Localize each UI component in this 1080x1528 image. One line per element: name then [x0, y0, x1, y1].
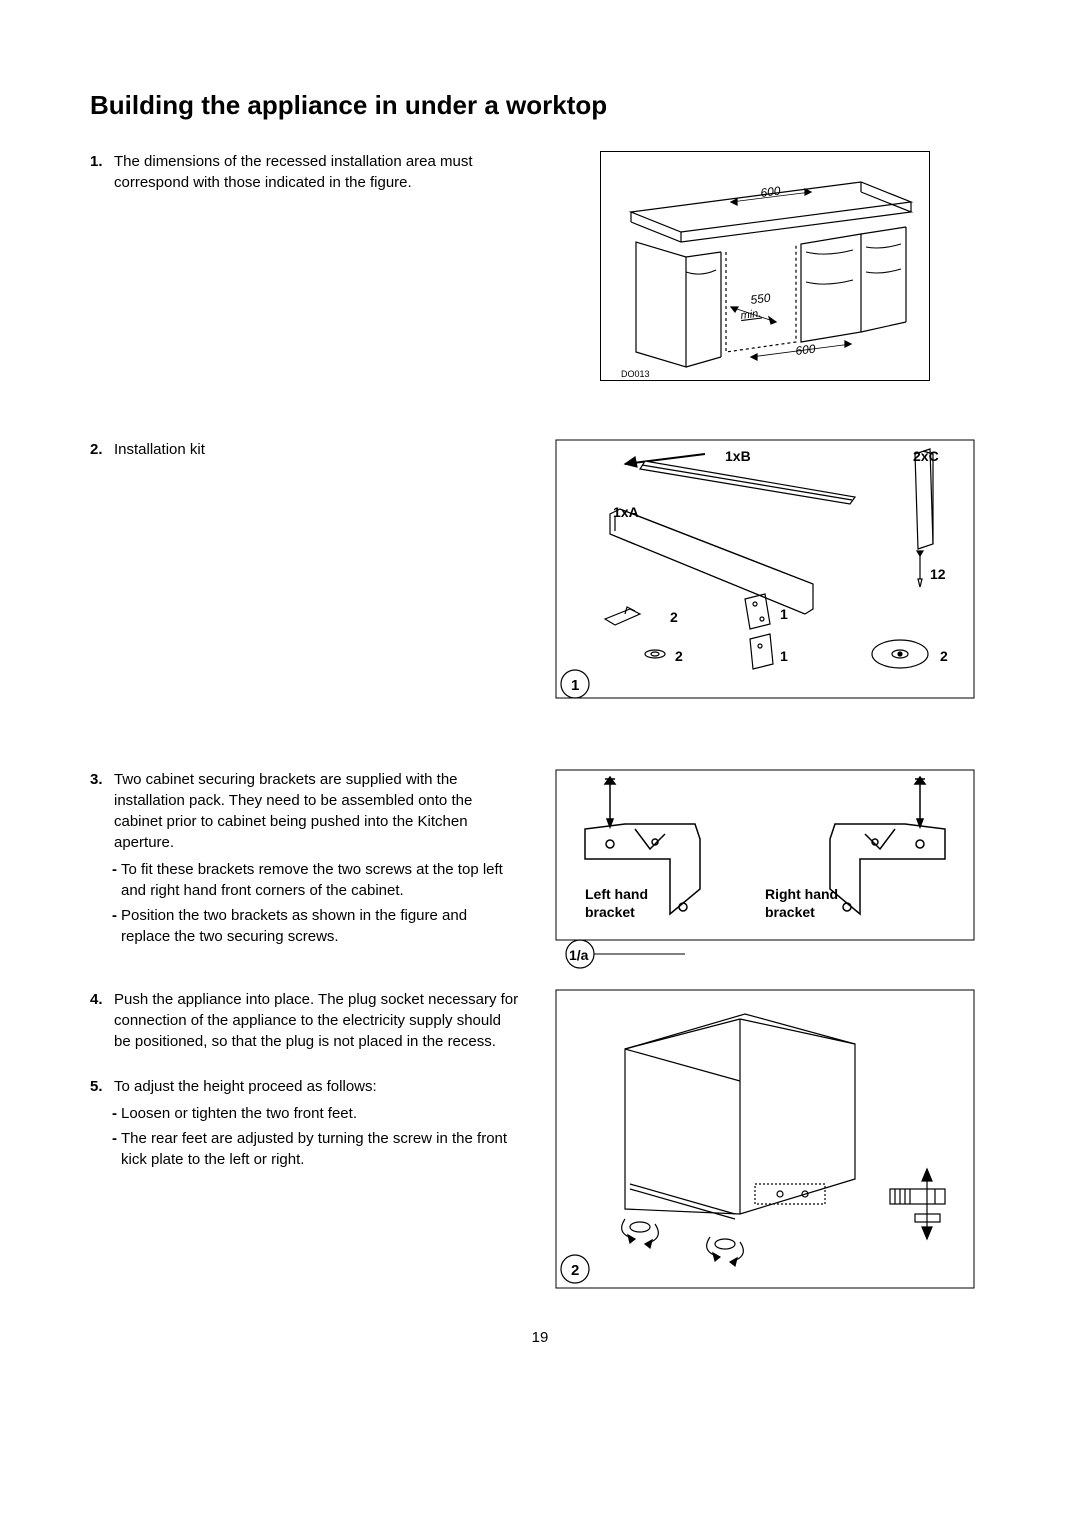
fig3-left1: Left hand	[585, 886, 648, 902]
step-5-sub-1-text: Loosen or tighten the two front feet.	[121, 1103, 357, 1124]
fig2-circle: 1	[571, 677, 579, 694]
figure-1: 600 550 min. 600 DO013	[600, 151, 930, 381]
step-5-text: To adjust the height proceed as follows:	[114, 1076, 520, 1097]
step-1-row: 1. The dimensions of the recessed instal…	[90, 151, 990, 419]
fig4-circle: 2	[571, 1262, 579, 1279]
fig1-dim-depth: 550	[750, 291, 772, 307]
fig2-n2c: 2	[940, 648, 948, 664]
step-4-5-row: 4. Push the appliance into place. The pl…	[90, 989, 990, 1289]
step-3-sub-1: - To fit these brackets remove the two s…	[112, 859, 520, 901]
step-3-text: Two cabinet securing brackets are suppli…	[114, 769, 520, 853]
step-3-sub-2-text: Position the two brackets as shown in th…	[121, 905, 520, 947]
figure-3: Left hand bracket Right hand bracket 1/a	[555, 769, 975, 969]
step-1: 1. The dimensions of the recessed instal…	[90, 151, 520, 193]
fig1-dim-min: min.	[740, 308, 762, 322]
sub-bullet: -	[112, 859, 117, 901]
step-3-row: 3. Two cabinet securing brackets are sup…	[90, 769, 990, 969]
step-5-sub-2: - The rear feet are adjusted by turning …	[112, 1128, 520, 1170]
step-3-num: 3.	[90, 769, 108, 853]
step-3: 3. Two cabinet securing brackets are sup…	[90, 769, 520, 853]
fig2-n1a: 1	[780, 606, 788, 622]
fig3-circle: 1/a	[569, 947, 589, 963]
fig1-code: DO013	[621, 369, 650, 379]
step-3-sub-2: - Position the two brackets as shown in …	[112, 905, 520, 947]
step-2: 2. Installation kit	[90, 439, 520, 460]
step-2-text: Installation kit	[114, 439, 520, 460]
step-2-num: 2.	[90, 439, 108, 460]
fig2-n2b: 2	[675, 648, 683, 664]
step-4-text: Push the appliance into place. The plug …	[114, 989, 520, 1052]
fig2-n2a: 2	[670, 609, 678, 625]
page-number: 19	[90, 1329, 990, 1346]
sub-bullet: -	[112, 1103, 117, 1124]
step-1-text: The dimensions of the recessed installat…	[114, 151, 520, 193]
fig3-left2: bracket	[585, 904, 635, 920]
fig1-dim-top: 600	[760, 184, 782, 200]
step-5-sub-2-text: The rear feet are adjusted by turning th…	[121, 1128, 520, 1170]
page-title: Building the appliance in under a workto…	[90, 90, 990, 121]
step-2-row: 2. Installation kit	[90, 439, 990, 699]
fig1-dim-width: 600	[795, 342, 817, 358]
step-1-num: 1.	[90, 151, 108, 193]
sub-bullet: -	[112, 1128, 117, 1170]
fig2-12: 12	[930, 566, 946, 582]
step-3-sub-1-text: To fit these brackets remove the two scr…	[121, 859, 520, 901]
fig3-right1: Right hand	[765, 886, 838, 902]
sub-bullet: -	[112, 905, 117, 947]
figure-2: 1xB 2xC 1xA 12 2 2 1 1 2 1	[555, 439, 975, 699]
fig2-1xB: 1xB	[725, 448, 751, 464]
fig2-1xA: 1xA	[613, 504, 639, 520]
step-5: 5. To adjust the height proceed as follo…	[90, 1076, 520, 1097]
figure-4: 2	[555, 989, 975, 1289]
step-5-sub-1: - Loosen or tighten the two front feet.	[112, 1103, 520, 1124]
fig3-right2: bracket	[765, 904, 815, 920]
step-4: 4. Push the appliance into place. The pl…	[90, 989, 520, 1052]
step-4-num: 4.	[90, 989, 108, 1052]
fig2-n1b: 1	[780, 648, 788, 664]
fig2-2xC: 2xC	[913, 448, 939, 464]
step-5-num: 5.	[90, 1076, 108, 1097]
